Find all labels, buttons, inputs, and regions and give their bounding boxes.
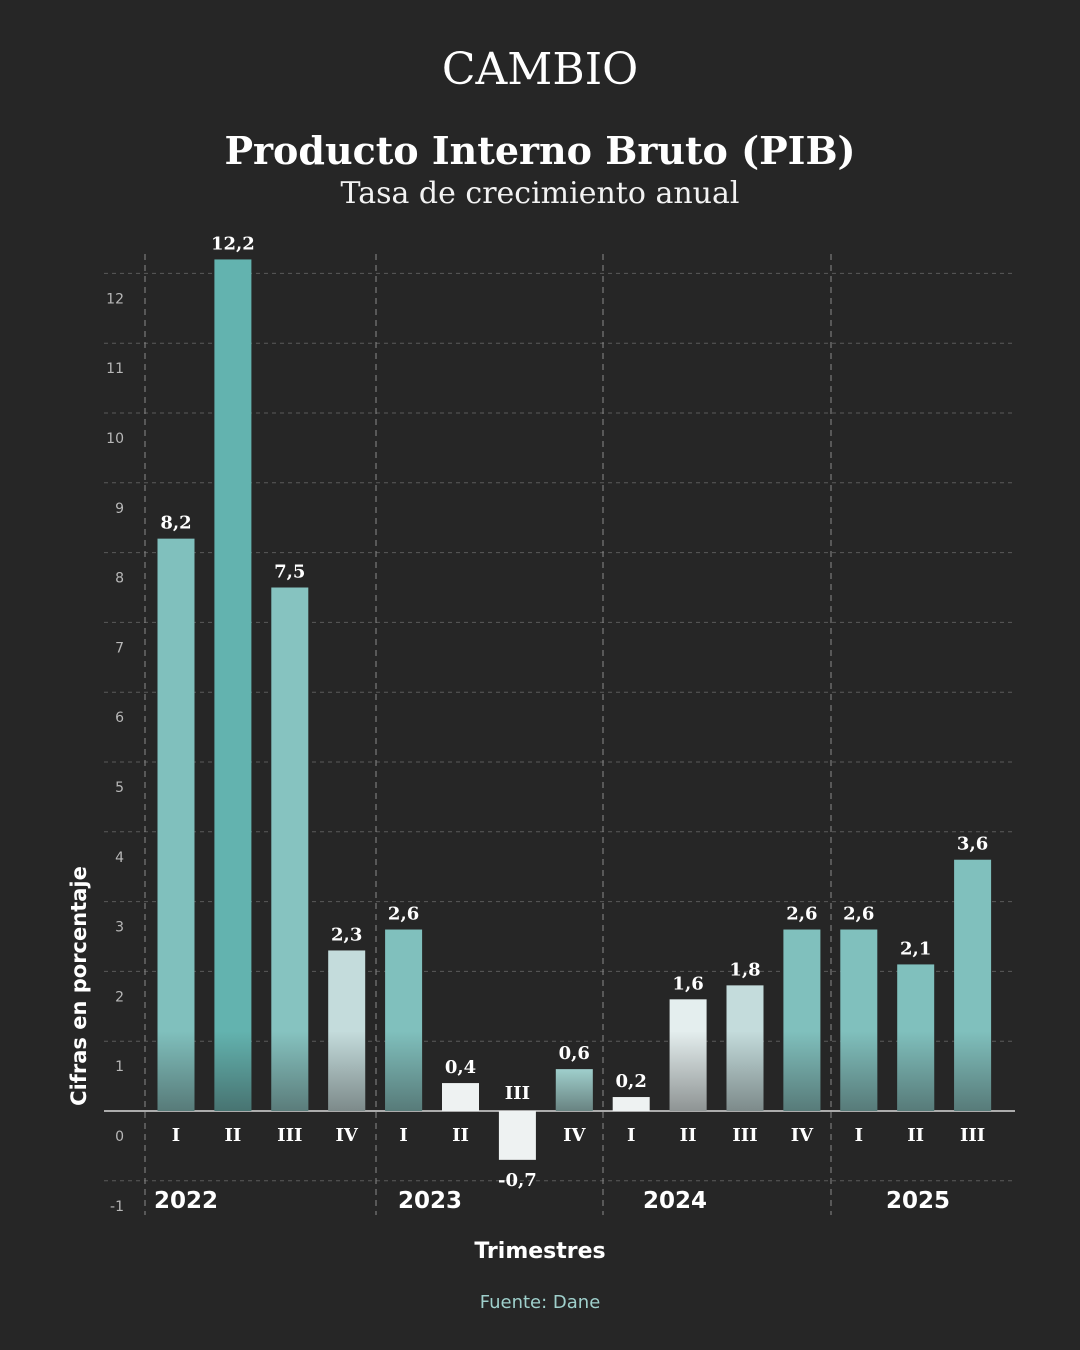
y-tick-label: 8 [115,571,124,587]
value-label: 1,6 [672,973,703,994]
bar-shade [783,1031,821,1111]
bar [612,1097,650,1111]
quarter-label: III [277,1125,302,1146]
value-label: 3,6 [957,834,988,855]
bar [214,259,252,1111]
source-note: Fuente: Dane [479,1292,601,1313]
bar-shade [328,1031,366,1111]
value-label: 2,1 [900,938,931,959]
bars [157,259,992,1160]
y-tick-label: -1 [110,1199,124,1215]
y-tick-label: 4 [115,850,124,866]
bar-shade [726,1031,764,1111]
value-label: 0,4 [445,1057,476,1078]
chart-subtitle: Tasa de crecimiento anual [340,176,740,211]
value-label: 8,2 [160,513,191,534]
value-label: 0,2 [616,1071,647,1092]
y-tick-label: 5 [115,780,124,796]
value-label: -0,7 [498,1170,537,1191]
y-tick-label: 10 [106,431,124,447]
bar [442,1083,479,1111]
value-label: 7,5 [274,562,305,583]
quarter-label: IV [791,1125,814,1146]
bar [157,538,195,1111]
quarter-label: II [680,1125,697,1146]
bar-shade [897,1031,935,1111]
bar-shade [954,1031,992,1111]
value-label: 0,6 [559,1043,590,1064]
value-label: 12,2 [211,233,255,254]
quarter-label: III [505,1083,530,1104]
bar-shade [555,1069,593,1111]
y-tick-label: 3 [115,920,124,936]
quarter-label: I [855,1125,863,1146]
chart-title: Producto Interno Bruto (PIB) [224,128,856,173]
quarter-label: I [627,1125,635,1146]
year-label: 2024 [643,1188,707,1214]
y-tick-label: 2 [115,989,124,1005]
bar-shade [840,1031,878,1111]
quarter-label: IV [336,1125,359,1146]
y-tick-label: 7 [115,640,124,656]
y-tick-label: 12 [106,291,124,307]
value-label: 2,6 [786,904,817,925]
labels: -101234567891011128,2I12,2II7,5III2,3IV2… [67,233,988,1264]
y-tick-label: 6 [115,710,124,726]
quarter-label: I [399,1125,407,1146]
y-tick-label: 9 [115,501,124,517]
y-tick-label: 1 [115,1059,124,1075]
x-axis-title: Trimestres [474,1239,605,1264]
quarter-label: II [452,1125,469,1146]
bar-shade [157,1031,195,1111]
bar [498,1111,536,1160]
bar-shade [385,1031,423,1111]
quarter-label: II [224,1125,241,1146]
bar-shade [214,1031,252,1111]
y-axis-title: Cifras en porcentaje [67,866,91,1106]
value-label: 2,6 [843,904,874,925]
brand-logo: CAMBIO [441,44,639,95]
bar-shade [271,1031,309,1111]
year-label: 2022 [154,1188,218,1214]
bar-shade [669,1031,707,1111]
value-label: 2,6 [388,904,419,925]
quarter-label: III [960,1125,985,1146]
year-label: 2025 [886,1188,950,1214]
value-label: 1,8 [729,959,760,980]
y-tick-label: 0 [115,1129,124,1145]
quarter-label: III [732,1125,757,1146]
year-label: 2023 [398,1188,462,1214]
y-tick-label: 11 [106,361,124,377]
bar [271,587,309,1111]
quarter-label: II [907,1125,924,1146]
quarter-label: IV [563,1125,586,1146]
quarter-label: I [172,1125,180,1146]
value-label: 2,3 [331,924,362,945]
